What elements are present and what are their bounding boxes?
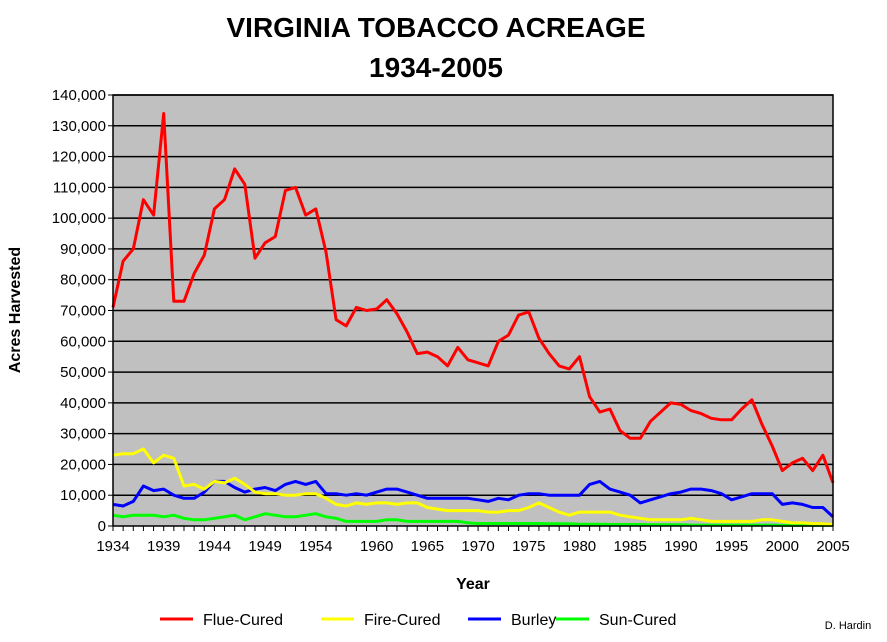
y-tick-label: 10,000 xyxy=(60,487,106,504)
x-tick-label: 1980 xyxy=(563,538,596,555)
y-tick-label: 0 xyxy=(98,518,106,535)
x-tick-label: 1949 xyxy=(248,538,281,555)
x-tick-label: 1954 xyxy=(299,538,332,555)
y-tick-label: 130,000 xyxy=(52,118,106,135)
series-line-burley xyxy=(112,479,835,518)
x-tick-label: 1934 xyxy=(96,538,129,555)
chart-title-line-2: 1934-2005 xyxy=(369,52,503,83)
y-tick-label: 30,000 xyxy=(60,426,106,443)
y-tick-label: 80,000 xyxy=(60,272,106,289)
y-tick-label: 110,000 xyxy=(53,179,106,196)
x-tick-label: 2005 xyxy=(816,538,849,555)
x-tick-label: 1970 xyxy=(461,538,494,555)
y-axis-label: Acres Harvested xyxy=(7,247,24,373)
chart-title-line-1: VIRGINIA TOBACCO ACREAGE xyxy=(227,12,646,43)
y-tick-label: 120,000 xyxy=(52,149,106,166)
y-tick-label: 70,000 xyxy=(60,303,106,320)
y-tick-label: 100,000 xyxy=(52,210,106,227)
legend-label: Sun-Cured xyxy=(599,612,676,629)
x-tick-label: 1960 xyxy=(360,538,393,555)
x-tick-label: 2000 xyxy=(766,538,799,555)
y-tick-label: 50,000 xyxy=(60,364,106,381)
y-tick-label: 60,000 xyxy=(60,333,106,350)
legend-label: Flue-Cured xyxy=(203,612,283,629)
x-axis-label: Year xyxy=(456,576,490,593)
y-tick-label: 90,000 xyxy=(60,241,106,258)
x-tick-label: 1965 xyxy=(411,538,444,555)
series-line-flue-cured xyxy=(111,112,835,484)
series-line-fire-cured xyxy=(112,447,834,526)
x-tick-label: 1975 xyxy=(512,538,545,555)
x-tick-label: 1939 xyxy=(147,538,180,555)
y-tick-label: 140,000 xyxy=(52,87,106,104)
x-tick-label: 1944 xyxy=(198,538,231,555)
x-tick-label: 1985 xyxy=(613,538,646,555)
legend-label: Burley xyxy=(511,612,556,629)
legend: Flue-Cured Fire-Cured Burley Sun-Cured xyxy=(160,612,676,629)
legend-label: Fire-Cured xyxy=(364,612,440,629)
y-tick-label: 40,000 xyxy=(60,395,106,412)
x-tick-label: 1990 xyxy=(664,538,697,555)
series-line-sun-cured xyxy=(112,512,833,527)
y-tick-label: 20,000 xyxy=(60,456,106,473)
x-tick-label: 1995 xyxy=(715,538,748,555)
credit-text: D. Hardin xyxy=(825,620,871,632)
